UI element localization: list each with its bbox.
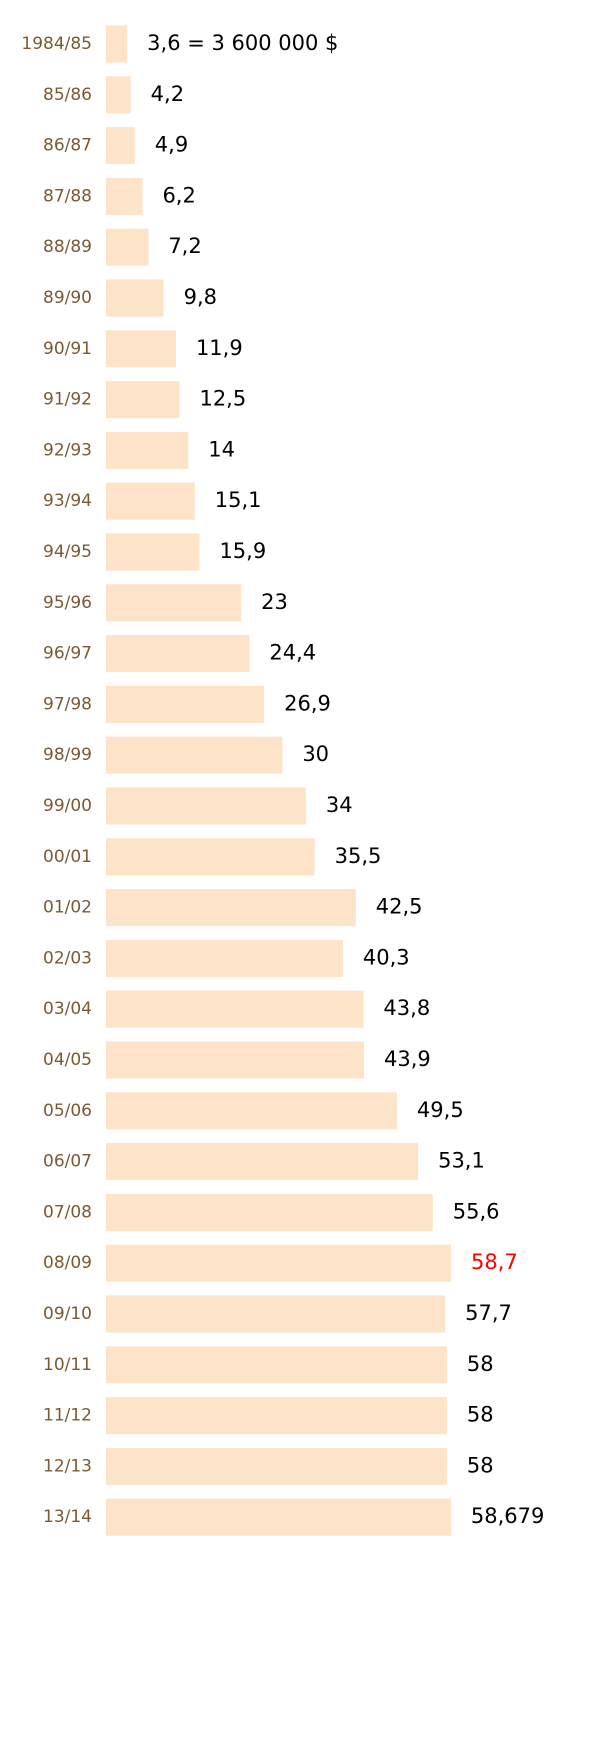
bar (106, 1193, 433, 1231)
value-label: 58,7 (471, 1250, 518, 1274)
category-label: 92/93 (43, 440, 92, 460)
bar (106, 330, 176, 368)
category-label: 03/04 (43, 999, 92, 1019)
category-label: 01/02 (43, 898, 92, 918)
bar (106, 25, 128, 63)
bar (106, 1041, 365, 1079)
bar (106, 1447, 447, 1485)
value-label: 34 (326, 793, 353, 817)
value-label: 9,8 (184, 285, 217, 309)
bar (106, 279, 164, 317)
value-label: 43,8 (383, 996, 430, 1020)
value-label: 53,1 (438, 1149, 485, 1173)
value-label: 6,2 (162, 183, 195, 207)
value-label: 58 (467, 1453, 494, 1477)
value-label: 43,9 (384, 1047, 431, 1071)
bar (106, 635, 250, 673)
bar (106, 736, 283, 774)
category-label: 88/89 (43, 237, 92, 257)
value-label: 49,5 (417, 1098, 464, 1122)
category-label: 09/10 (43, 1304, 92, 1324)
bar (106, 838, 315, 876)
category-label: 00/01 (43, 847, 92, 867)
bar (106, 431, 189, 469)
value-label: 23 (261, 590, 288, 614)
bar (106, 127, 135, 165)
bar (106, 76, 131, 114)
value-label: 7,2 (168, 234, 201, 258)
category-label: 11/12 (43, 1406, 92, 1426)
value-label: 24,4 (269, 641, 316, 665)
category-label: 97/98 (43, 694, 92, 714)
bar (106, 177, 143, 215)
bar (106, 228, 149, 266)
value-label: 35,5 (335, 844, 382, 868)
bar (106, 1346, 447, 1384)
category-label: 85/86 (43, 85, 92, 105)
category-label: 05/06 (43, 1101, 92, 1121)
category-label: 07/08 (43, 1202, 92, 1222)
value-label: 58 (467, 1403, 494, 1427)
value-label: 4,2 (151, 82, 184, 106)
value-label: 11,9 (196, 336, 243, 360)
category-label: 87/88 (43, 186, 92, 206)
category-label: 95/96 (43, 593, 92, 613)
category-label: 02/03 (43, 948, 92, 968)
value-label: 58 (467, 1352, 494, 1376)
value-label: 4,9 (155, 133, 188, 157)
category-label: 90/91 (43, 339, 92, 359)
bar (106, 889, 356, 927)
value-label: 55,6 (453, 1199, 500, 1223)
value-label: 40,3 (363, 945, 410, 969)
bar (106, 584, 242, 622)
category-label: 06/07 (43, 1152, 92, 1172)
bar (106, 482, 195, 520)
bar (106, 939, 343, 977)
bar (106, 1295, 446, 1333)
category-label: 04/05 (43, 1050, 92, 1070)
bar (106, 990, 364, 1028)
category-label: 12/13 (43, 1456, 92, 1476)
value-label: 12,5 (199, 387, 246, 411)
bar (106, 1143, 419, 1181)
category-label: 93/94 (43, 491, 92, 511)
value-label: 42,5 (376, 895, 423, 919)
value-label: 15,1 (215, 488, 262, 512)
bar (106, 1092, 397, 1130)
category-label: 13/14 (43, 1507, 92, 1527)
bar (106, 685, 265, 723)
value-label: 26,9 (284, 691, 331, 715)
category-label: 10/11 (43, 1355, 92, 1375)
category-label: 91/92 (43, 390, 92, 410)
category-label: 89/90 (43, 288, 92, 308)
category-label: 08/09 (43, 1253, 92, 1273)
bar (106, 1244, 451, 1282)
value-label: 15,9 (219, 539, 266, 563)
category-label: 96/97 (43, 644, 92, 664)
bar (106, 787, 306, 825)
value-label: 57,7 (465, 1301, 512, 1325)
bar (106, 381, 180, 419)
category-label: 86/87 (43, 136, 92, 156)
category-label: 94/95 (43, 542, 92, 562)
value-label: 14 (208, 437, 235, 461)
value-label: 3,6 = 3 600 000 $ (147, 31, 338, 55)
value-label: 58,679 (471, 1504, 544, 1528)
bar (106, 533, 200, 571)
category-label: 1984/85 (21, 34, 92, 54)
value-label: 30 (302, 742, 329, 766)
category-label: 98/99 (43, 745, 92, 765)
bar (106, 1498, 451, 1536)
category-label: 99/00 (43, 796, 92, 816)
bar (106, 1397, 447, 1435)
